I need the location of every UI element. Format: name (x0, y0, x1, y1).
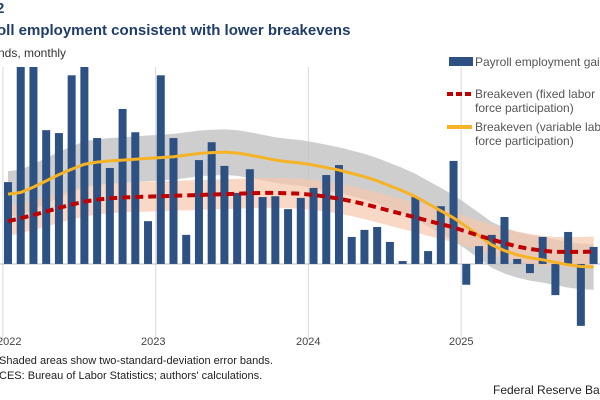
payroll-bar (309, 187, 318, 264)
payroll-bar (487, 234, 496, 264)
variable-error-band (8, 129, 594, 290)
fixed-error-band (8, 177, 594, 267)
payroll-bar (334, 165, 343, 264)
payroll-bar (322, 175, 331, 264)
payroll-bar (462, 263, 471, 285)
payroll-bar (16, 67, 25, 264)
legend-label-bars: Payroll employment gains (475, 55, 600, 69)
payroll-bar (525, 263, 534, 274)
payroll-bar (271, 196, 280, 264)
legend-label-variable-1: Breakeven (variable labor (475, 120, 600, 134)
payroll-bar (194, 160, 203, 264)
variable-breakeven-line (7, 150, 594, 269)
x-tick-2025: 2025 (449, 336, 473, 348)
payroll-bar (576, 263, 585, 326)
source-note: CES: Bureau of Labor Statistics; authors… (0, 370, 263, 382)
payroll-bar (538, 236, 547, 264)
payroll-bar (118, 108, 127, 264)
payroll-bar (513, 258, 522, 264)
payroll-bar (347, 236, 356, 264)
legend-label-variable-2: force participation) (475, 134, 574, 148)
payroll-bar (296, 197, 305, 264)
payroll-bar (169, 138, 178, 264)
payroll-bar (373, 226, 382, 264)
payroll-bar (551, 263, 560, 296)
legend-label-fixed-1: Breakeven (fixed labor (475, 87, 595, 101)
payroll-bar (144, 221, 153, 264)
x-tick-2023: 2023 (141, 336, 165, 348)
figure-number: 2 (0, 0, 5, 17)
payroll-bar (4, 182, 12, 264)
payroll-bar (424, 251, 433, 264)
chart-title: oll employment consistent with lower bre… (0, 22, 351, 39)
payroll-bar (233, 192, 242, 264)
payroll-bar (284, 209, 293, 264)
payroll-bar (500, 217, 509, 264)
brand-label: Federal Reserve Bank (493, 383, 600, 397)
payroll-bar (54, 133, 63, 264)
payroll-bar (589, 246, 598, 264)
payroll-bar (449, 160, 458, 264)
payroll-bar (398, 261, 407, 264)
payroll-bar (258, 197, 267, 264)
payroll-bar (475, 246, 484, 264)
payroll-bar (385, 241, 394, 264)
payroll-bar (436, 206, 445, 264)
fixed-breakeven-line (7, 190, 594, 254)
legend-swatch-bars (449, 57, 473, 66)
payroll-bar (207, 142, 216, 264)
payroll-bar (182, 234, 191, 264)
payroll-bar (29, 67, 38, 264)
legend: Payroll employment gains Breakeven (fixe… (447, 55, 600, 148)
payroll-bar (245, 169, 254, 264)
legend-label-fixed-2: force participation) (475, 101, 574, 115)
x-tick-2024: 2024 (296, 336, 320, 348)
footnote: Shaded areas show two-standard-deviation… (0, 355, 273, 367)
payroll-bar (156, 75, 165, 264)
chart-subtitle: nds, monthly (0, 46, 67, 60)
payroll-bar (220, 165, 229, 264)
payroll-bar (360, 229, 369, 264)
payroll-bar (42, 130, 51, 264)
payroll-bar (564, 231, 573, 264)
payroll-bar (411, 197, 420, 264)
payroll-bar (105, 167, 114, 264)
x-tick-2022: 2022 (0, 336, 21, 348)
